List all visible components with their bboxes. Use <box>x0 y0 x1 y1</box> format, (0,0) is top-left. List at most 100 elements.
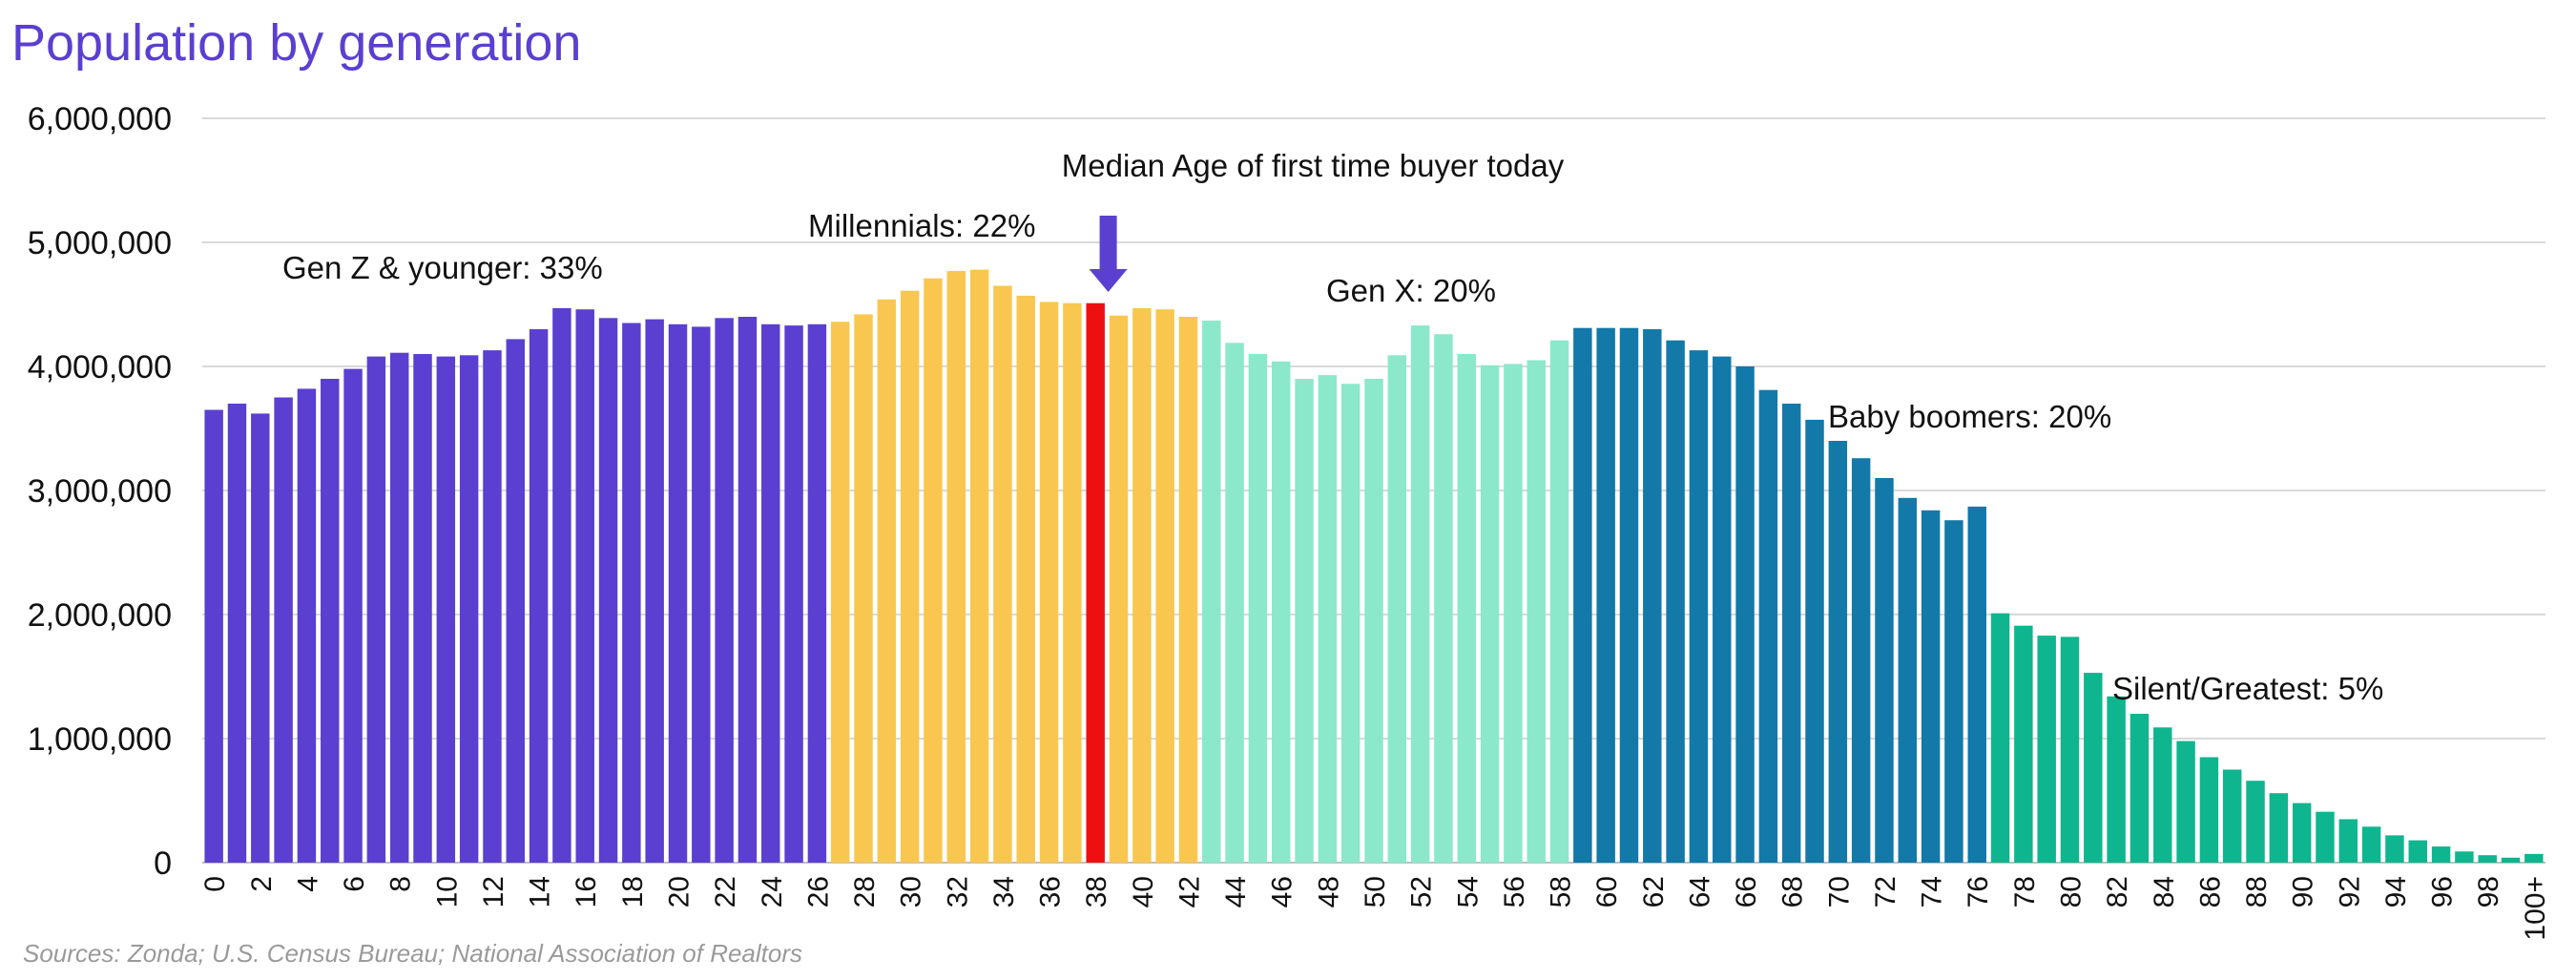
bar-age-32 <box>946 270 966 863</box>
x-tick-label: 42 <box>1174 876 1205 907</box>
bars <box>204 269 2544 864</box>
bar-age-38 <box>1086 302 1105 863</box>
bar-age-91 <box>2316 811 2335 863</box>
bar-age-0 <box>204 409 223 863</box>
y-tick-label: 2,000,000 <box>28 597 172 634</box>
annotations: Gen Z & younger: 33% Millennials: 22% Gen … <box>282 148 2383 706</box>
bar-age-82 <box>2107 696 2126 863</box>
bar-age-88 <box>2246 781 2265 863</box>
x-tick-label: 0 <box>199 876 231 892</box>
y-tick-label: 6,000,000 <box>28 101 172 137</box>
bar-age-10 <box>436 356 456 864</box>
bar-age-90 <box>2292 803 2312 863</box>
x-tick-label: 30 <box>896 876 927 907</box>
bar-age-3 <box>274 397 293 863</box>
x-tick-label: 18 <box>617 876 649 907</box>
x-tick-label: 8 <box>385 876 417 892</box>
bar-age-57 <box>1527 360 1546 863</box>
y-tick-label: 1,000,000 <box>28 721 172 758</box>
bar-age-76 <box>1967 506 1986 863</box>
x-tick-label: 38 <box>1081 876 1112 907</box>
bar-age-73 <box>1898 497 1918 863</box>
generation-label: Gen Z & younger: 33% <box>282 250 603 285</box>
x-tick-label: 14 <box>525 876 556 907</box>
bar-age-96 <box>2431 846 2451 863</box>
bar-age-80 <box>2060 636 2080 863</box>
bar-age-60 <box>1596 327 1615 863</box>
x-tick-label: 76 <box>1963 876 1994 907</box>
x-tick-label: 22 <box>710 876 741 907</box>
bar-age-58 <box>1549 340 1569 863</box>
bar-age-39 <box>1109 315 1129 863</box>
bar-age-2 <box>251 413 270 863</box>
generation-label: Millennials: 22% <box>808 208 1035 243</box>
x-tick-label: 54 <box>1452 876 1484 907</box>
bar-age-12 <box>483 350 502 864</box>
bar-age-81 <box>2084 673 2103 863</box>
page-title: Population by generation <box>11 14 582 72</box>
bar-age-53 <box>1434 334 1453 863</box>
x-tick-label: 16 <box>571 876 602 907</box>
bar-age-55 <box>1480 365 1500 863</box>
x-tick-label: 82 <box>2102 876 2133 907</box>
bar-age-79 <box>2037 636 2056 863</box>
bar-age-61 <box>1619 327 1639 863</box>
bar-age-19 <box>645 319 664 864</box>
bar-age-1 <box>227 404 247 863</box>
bar-age-97 <box>2455 851 2474 863</box>
x-tick-label: 4 <box>292 876 323 892</box>
x-tick-label: 58 <box>1546 876 1577 907</box>
y-tick-label: 4,000,000 <box>28 349 172 386</box>
bar-age-50 <box>1364 379 1383 863</box>
x-tick-label: 40 <box>1128 876 1159 907</box>
bar-age-41 <box>1155 309 1174 863</box>
bar-age-17 <box>598 318 618 863</box>
x-tick-label: 68 <box>1777 876 1809 907</box>
bar-age-5 <box>321 379 340 863</box>
bar-age-87 <box>2223 769 2242 863</box>
bar-age-18 <box>622 323 641 863</box>
bar-age-13 <box>506 339 525 863</box>
x-tick-label: 6 <box>339 876 370 892</box>
bar-age-72 <box>1875 478 1894 863</box>
x-tick-label: 56 <box>1499 876 1530 907</box>
bar-age-30 <box>900 290 920 863</box>
bar-age-84 <box>2153 727 2172 863</box>
bar-age-93 <box>2361 826 2381 863</box>
y-tick-label: 5,000,000 <box>28 225 172 261</box>
x-tick-label: 100+ <box>2520 876 2551 941</box>
bar-age-74 <box>1921 510 1941 863</box>
bar-age-36 <box>1039 302 1059 863</box>
bar-age-40 <box>1132 307 1152 863</box>
x-tick-label: 80 <box>2056 876 2088 907</box>
bar-age-11 <box>459 355 479 863</box>
x-tick-label: 64 <box>1684 876 1715 907</box>
bar-age-33 <box>969 269 989 864</box>
x-tick-label: 20 <box>664 876 696 907</box>
bar-age-59 <box>1573 327 1592 863</box>
bar-age-75 <box>1944 520 1963 863</box>
bar-age-94 <box>2385 835 2404 863</box>
bar-age-4 <box>297 388 317 863</box>
x-tick-label: 28 <box>849 876 881 907</box>
bar-age-27 <box>830 322 850 863</box>
generation-label: Gen X: 20% <box>1326 273 1496 308</box>
bar-age-31 <box>924 278 943 863</box>
bar-age-85 <box>2176 740 2195 863</box>
bar-age-67 <box>1758 389 1778 863</box>
bar-age-42 <box>1178 317 1198 863</box>
bar-age-95 <box>2408 840 2427 863</box>
x-tick-label: 72 <box>1870 876 1901 907</box>
bar-age-69 <box>1805 419 1824 863</box>
bar-age-68 <box>1781 404 1801 863</box>
x-tick-label: 90 <box>2288 876 2319 907</box>
bar-age-89 <box>2269 793 2289 863</box>
bar-age-86 <box>2199 757 2219 863</box>
bar-age-47 <box>1295 379 1314 863</box>
bar-age-29 <box>877 299 897 863</box>
bar-age-28 <box>854 314 873 863</box>
x-tick-label: 24 <box>757 876 788 907</box>
x-tick-label: 50 <box>1360 876 1391 907</box>
bar-age-26 <box>807 323 827 863</box>
bar-age-48 <box>1318 375 1338 863</box>
